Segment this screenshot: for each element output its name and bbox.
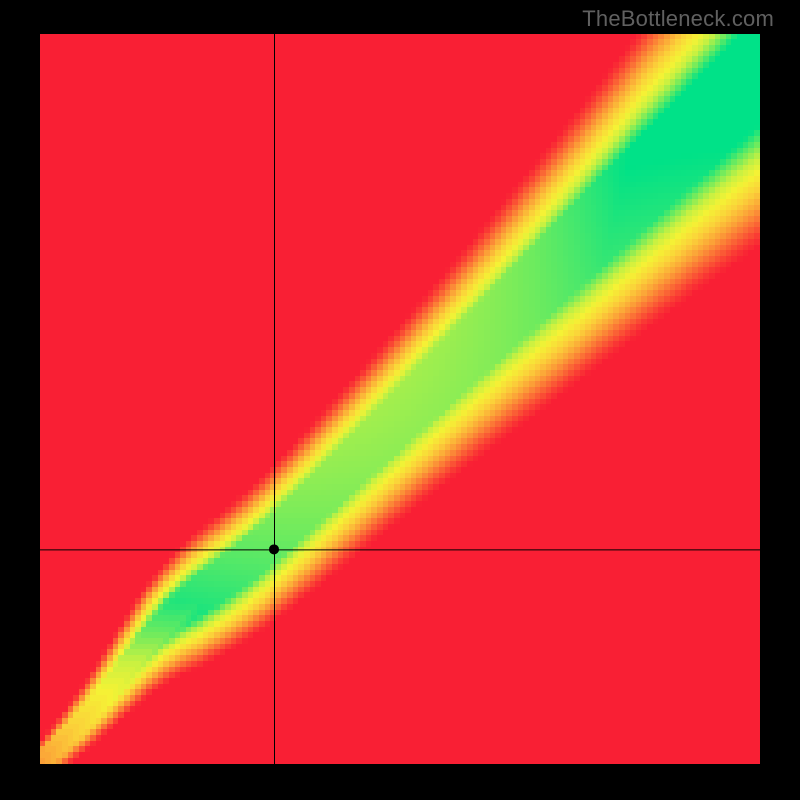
bottleneck-heatmap <box>40 34 760 764</box>
watermark-text: TheBottleneck.com <box>582 6 774 32</box>
